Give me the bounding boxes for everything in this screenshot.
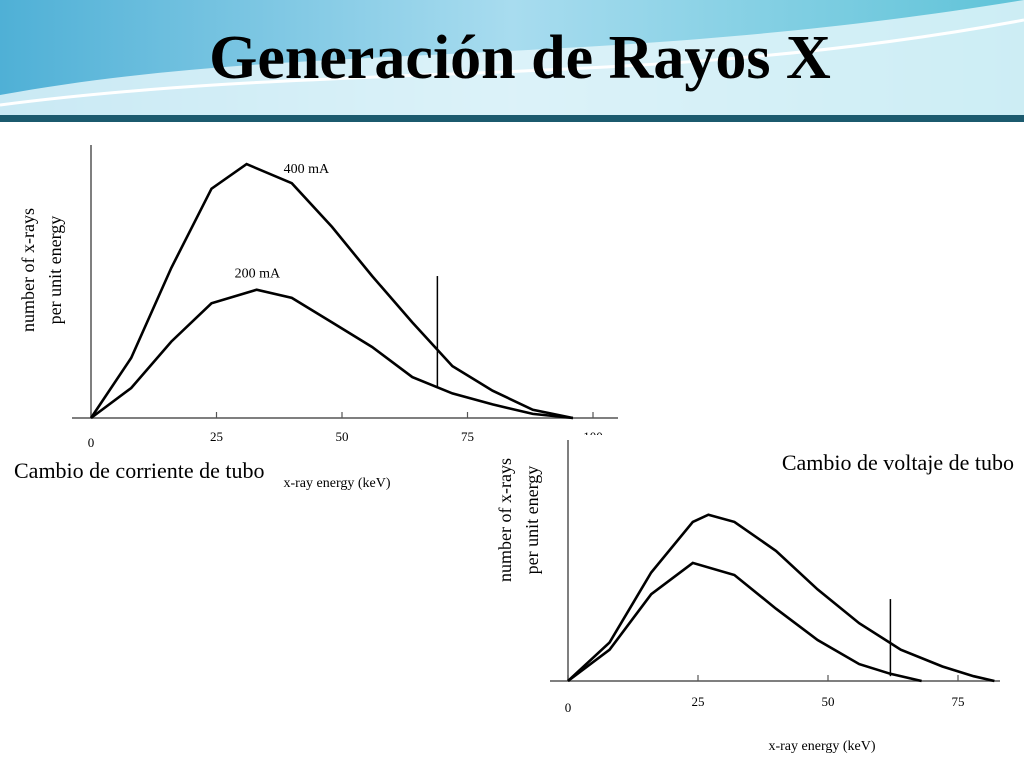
y-axis-label: number of x-rays (495, 458, 515, 582)
header-bar (0, 115, 1024, 122)
series-label: 200 mA (235, 267, 281, 282)
y-axis-label: number of x-rays (18, 208, 38, 332)
x-axis-label: x-ray energy (keV) (768, 739, 875, 754)
line-series (90, 288, 574, 420)
x-axis-label: x-ray energy (keV) (283, 476, 390, 491)
line-series (567, 561, 922, 683)
caption: Cambio de corriente de tubo (14, 458, 264, 483)
y-axis-label: per unit energy (45, 216, 65, 325)
header-wave (0, 0, 1024, 115)
x-tick-label: 25 (210, 429, 223, 444)
header-wave-line (0, 18, 1024, 107)
x-tick-label: 50 (336, 429, 349, 444)
line-series (567, 513, 995, 683)
x-tick-label: 0 (88, 435, 95, 450)
x-tick-label: 0 (565, 700, 572, 715)
x-tick-label: 75 (952, 694, 965, 709)
x-tick-label: 100 (583, 429, 603, 444)
caption: Cambio de voltaje de tubo (782, 450, 1014, 475)
x-tick-label: 50 (822, 694, 835, 709)
line-series (89, 162, 574, 420)
x-tick-label: 75 (461, 429, 474, 444)
series-label: 400 mA (284, 162, 330, 177)
slide-title: Generación de Rayos X (209, 24, 831, 92)
x-tick-label: 25 (692, 694, 705, 709)
y-axis-label: per unit energy (522, 466, 542, 575)
